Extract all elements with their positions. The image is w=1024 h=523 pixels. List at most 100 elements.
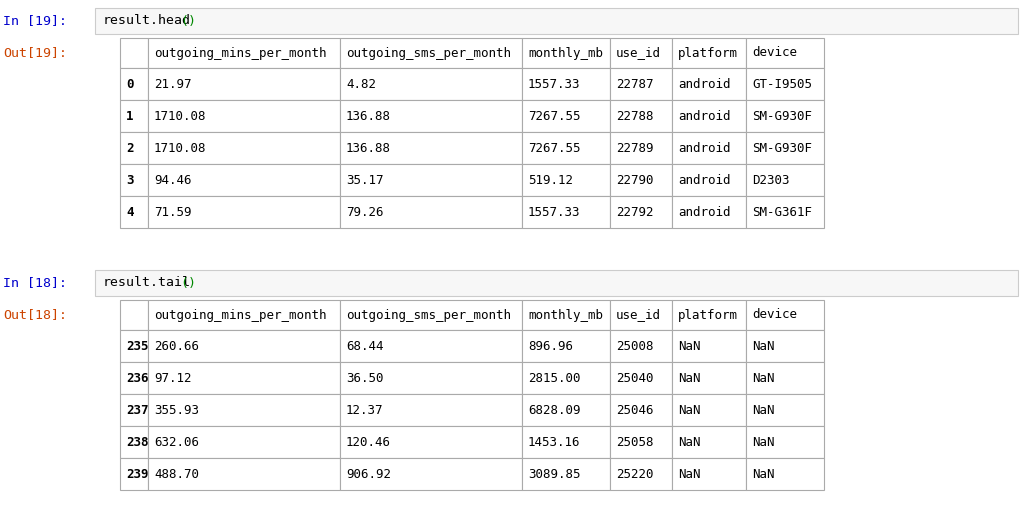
Bar <box>746 394 824 426</box>
Bar <box>610 362 672 394</box>
Text: 97.12: 97.12 <box>154 371 191 384</box>
Text: 906.92: 906.92 <box>346 468 391 481</box>
Text: Out[18]:: Out[18]: <box>3 309 67 322</box>
Text: 238: 238 <box>126 436 148 449</box>
Text: 236: 236 <box>126 371 148 384</box>
Bar <box>522 330 610 362</box>
Bar <box>120 164 148 196</box>
Text: android: android <box>678 109 730 122</box>
Bar <box>120 362 148 394</box>
Text: In [18]:: In [18]: <box>3 277 67 290</box>
Text: SM-G930F: SM-G930F <box>752 142 812 154</box>
Text: 21.97: 21.97 <box>154 77 191 90</box>
Text: 25058: 25058 <box>616 436 653 449</box>
Text: 488.70: 488.70 <box>154 468 199 481</box>
Text: 12.37: 12.37 <box>346 404 384 416</box>
Bar <box>672 132 746 164</box>
Bar <box>148 100 340 132</box>
Text: 22790: 22790 <box>616 174 653 187</box>
Text: 1557.33: 1557.33 <box>528 77 581 90</box>
Bar <box>340 362 522 394</box>
Text: 7267.55: 7267.55 <box>528 142 581 154</box>
Text: 355.93: 355.93 <box>154 404 199 416</box>
Bar <box>522 300 610 330</box>
Bar <box>746 132 824 164</box>
Text: In [19]:: In [19]: <box>3 15 67 28</box>
Bar <box>746 362 824 394</box>
Text: platform: platform <box>678 47 738 60</box>
Text: 25046: 25046 <box>616 404 653 416</box>
Text: outgoing_mins_per_month: outgoing_mins_per_month <box>154 309 327 322</box>
Bar <box>120 394 148 426</box>
Text: 239: 239 <box>126 468 148 481</box>
Bar <box>120 196 148 228</box>
Bar <box>746 196 824 228</box>
Text: 6828.09: 6828.09 <box>528 404 581 416</box>
Text: 22792: 22792 <box>616 206 653 219</box>
Bar <box>672 394 746 426</box>
Bar <box>148 458 340 490</box>
Bar <box>148 68 340 100</box>
Text: 120.46: 120.46 <box>346 436 391 449</box>
Bar <box>610 330 672 362</box>
Bar <box>610 196 672 228</box>
Bar <box>672 300 746 330</box>
Text: 1710.08: 1710.08 <box>154 142 207 154</box>
Bar <box>340 132 522 164</box>
Text: (): () <box>180 15 196 28</box>
Bar <box>95 270 1018 296</box>
Bar <box>148 38 340 68</box>
Bar <box>672 164 746 196</box>
Bar <box>746 426 824 458</box>
Bar <box>610 426 672 458</box>
Bar <box>120 38 148 68</box>
Bar <box>522 164 610 196</box>
Bar <box>610 300 672 330</box>
Text: SM-G930F: SM-G930F <box>752 109 812 122</box>
Bar <box>148 300 340 330</box>
Text: GT-I9505: GT-I9505 <box>752 77 812 90</box>
Bar <box>610 458 672 490</box>
Text: 71.59: 71.59 <box>154 206 191 219</box>
Bar <box>340 300 522 330</box>
Bar <box>610 394 672 426</box>
Text: NaN: NaN <box>752 468 774 481</box>
Bar <box>522 394 610 426</box>
Text: NaN: NaN <box>752 436 774 449</box>
Bar <box>746 330 824 362</box>
Bar <box>120 458 148 490</box>
Bar <box>672 426 746 458</box>
Text: 1710.08: 1710.08 <box>154 109 207 122</box>
Bar <box>522 458 610 490</box>
Bar <box>120 68 148 100</box>
Text: Out[19]:: Out[19]: <box>3 47 67 60</box>
Bar <box>672 196 746 228</box>
Bar <box>522 100 610 132</box>
Text: use_id: use_id <box>616 309 662 322</box>
Bar <box>120 330 148 362</box>
Bar <box>340 394 522 426</box>
Text: NaN: NaN <box>678 468 700 481</box>
Text: use_id: use_id <box>616 47 662 60</box>
Text: 632.06: 632.06 <box>154 436 199 449</box>
Text: 235: 235 <box>126 339 148 353</box>
Bar <box>522 38 610 68</box>
Text: 3089.85: 3089.85 <box>528 468 581 481</box>
Bar <box>340 38 522 68</box>
Text: result.head: result.head <box>103 15 191 28</box>
Bar <box>120 300 148 330</box>
Text: 1: 1 <box>126 109 133 122</box>
Bar <box>340 330 522 362</box>
Bar <box>148 362 340 394</box>
Text: 7267.55: 7267.55 <box>528 109 581 122</box>
Text: NaN: NaN <box>678 371 700 384</box>
Bar <box>340 68 522 100</box>
Bar <box>522 426 610 458</box>
Text: 22789: 22789 <box>616 142 653 154</box>
Text: D2303: D2303 <box>752 174 790 187</box>
Bar <box>672 362 746 394</box>
Bar <box>610 164 672 196</box>
Bar <box>340 458 522 490</box>
Bar <box>120 100 148 132</box>
Bar <box>340 196 522 228</box>
